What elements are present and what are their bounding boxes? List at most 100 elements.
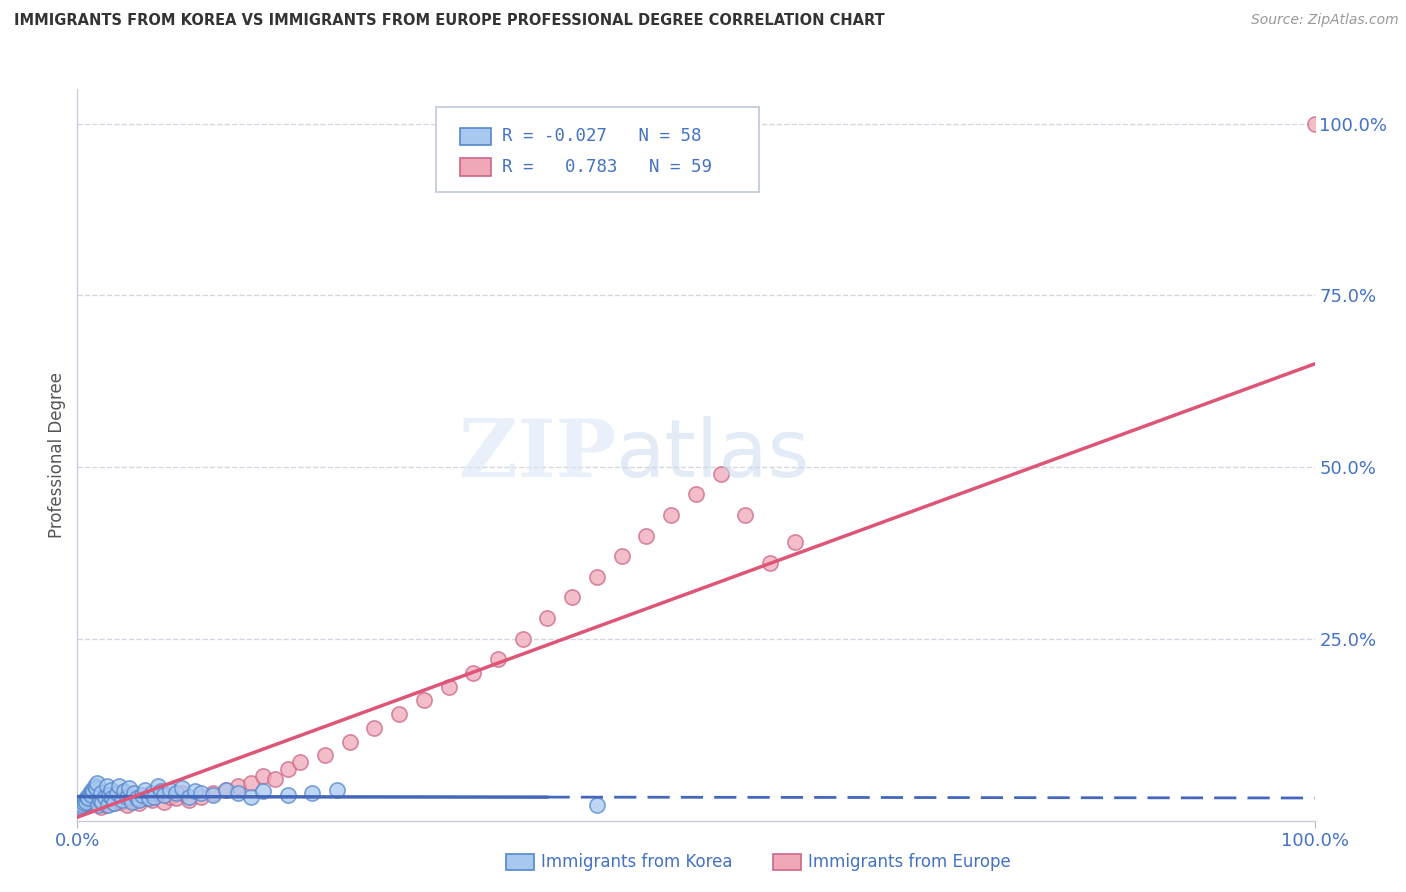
Point (96, 780, 118, 794)
Point (134, 782, 156, 797)
Point (150, 784, 173, 798)
Point (72, 797, 94, 811)
Point (172, 786, 194, 800)
Point (138, 791, 160, 805)
Point (98, 789, 121, 803)
Point (112, 784, 135, 798)
Point (277, 762, 299, 776)
Point (101, 791, 124, 805)
Point (202, 789, 225, 803)
Point (80, 793, 103, 807)
Point (91, 795, 114, 809)
Text: ZIP: ZIP (458, 416, 616, 494)
Point (72, 797, 94, 812)
Point (710, 467, 733, 481)
Point (79, 786, 101, 800)
Point (486, 652, 509, 666)
Y-axis label: Professional Degree: Professional Degree (48, 372, 66, 538)
Point (326, 782, 349, 797)
Point (100, 789, 122, 804)
Point (783, 535, 806, 549)
Point (82, 782, 104, 797)
Point (103, 797, 125, 811)
Point (536, 611, 558, 625)
Point (153, 795, 176, 809)
Point (131, 789, 153, 803)
Point (90, 786, 112, 800)
Point (77, 791, 100, 805)
Point (301, 786, 323, 800)
Point (103, 797, 125, 811)
Point (84, 789, 107, 804)
Point (105, 791, 128, 805)
Point (165, 786, 187, 800)
Point (94, 797, 117, 812)
Point (172, 781, 194, 796)
Point (202, 786, 225, 800)
Point (146, 786, 169, 800)
Point (91, 795, 114, 809)
Point (100, 782, 122, 797)
Point (122, 786, 145, 800)
Point (80, 789, 103, 803)
Point (73, 793, 96, 807)
Point (146, 780, 169, 794)
Point (288, 756, 311, 770)
Point (586, 570, 609, 584)
Point (143, 789, 166, 804)
Point (512, 632, 534, 646)
Point (108, 780, 131, 794)
Point (184, 784, 207, 798)
Point (115, 797, 138, 812)
Point (97, 793, 120, 807)
Point (115, 789, 138, 804)
Point (252, 784, 274, 798)
Point (239, 789, 262, 804)
Point (159, 782, 181, 797)
Point (561, 591, 583, 605)
Point (110, 795, 132, 809)
Point (190, 786, 212, 800)
Point (610, 549, 633, 564)
Point (118, 781, 141, 796)
Point (277, 789, 299, 803)
Point (70, 800, 93, 814)
Point (586, 797, 609, 812)
Point (128, 797, 150, 811)
Text: Immigrants from Korea: Immigrants from Korea (541, 853, 733, 871)
Point (111, 793, 134, 807)
Point (82, 791, 104, 805)
Point (388, 707, 411, 722)
Point (112, 786, 135, 800)
Text: IMMIGRANTS FROM KOREA VS IMMIGRANTS FROM EUROPE PROFESSIONAL DEGREE CORRELATION : IMMIGRANTS FROM KOREA VS IMMIGRANTS FROM… (14, 13, 884, 29)
Point (636, 528, 658, 542)
Point (165, 791, 187, 805)
Point (734, 508, 756, 522)
Point (437, 680, 460, 694)
Point (93, 789, 115, 804)
Point (70, 800, 93, 814)
Point (82, 784, 104, 798)
Text: R =   0.783   N = 59: R = 0.783 N = 59 (502, 158, 711, 176)
Point (141, 793, 163, 807)
Point (122, 789, 145, 804)
Point (177, 789, 200, 804)
Point (128, 793, 150, 807)
Text: atlas: atlas (616, 416, 810, 494)
Point (264, 772, 287, 787)
Point (120, 793, 142, 807)
Point (363, 721, 385, 735)
Point (89, 793, 111, 807)
Point (90, 800, 112, 814)
Point (105, 786, 128, 800)
Text: R = -0.027   N = 58: R = -0.027 N = 58 (502, 128, 702, 145)
Point (77, 795, 100, 809)
Point (239, 776, 262, 790)
Point (83, 780, 105, 794)
Point (339, 734, 361, 748)
Point (141, 786, 163, 800)
Point (759, 556, 782, 570)
Point (121, 795, 143, 809)
Point (215, 782, 238, 797)
Point (72, 797, 94, 812)
